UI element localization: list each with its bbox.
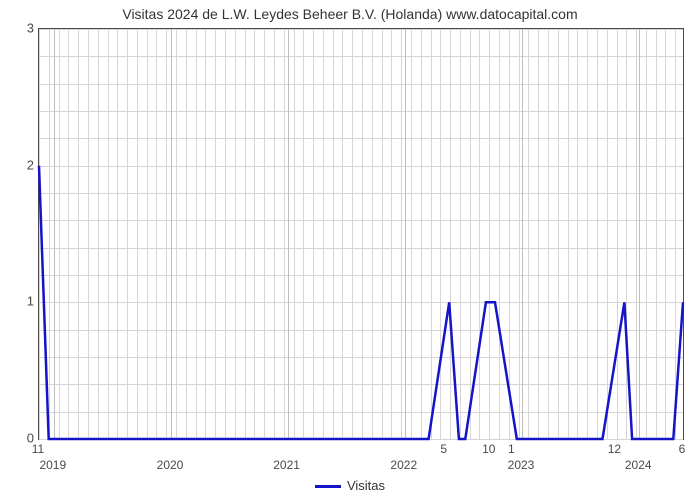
plot-area — [38, 28, 684, 440]
y-tick-label: 3 — [6, 21, 34, 36]
x-day-label: 1 — [508, 442, 515, 456]
x-year-label: 2019 — [39, 458, 66, 472]
x-day-label: 5 — [440, 442, 447, 456]
y-tick-label: 1 — [6, 294, 34, 309]
x-year-label: 2023 — [508, 458, 535, 472]
x-year-label: 2021 — [273, 458, 300, 472]
legend: Visitas — [0, 478, 700, 493]
x-day-label: 6 — [679, 442, 686, 456]
data-series — [39, 29, 683, 439]
legend-label: Visitas — [347, 478, 385, 493]
legend-swatch — [315, 485, 341, 488]
x-day-label: 11 — [32, 442, 44, 456]
x-year-label: 2020 — [157, 458, 184, 472]
x-year-label: 2022 — [390, 458, 417, 472]
x-year-label: 2024 — [625, 458, 652, 472]
visits-chart: Visitas 2024 de L.W. Leydes Beheer B.V. … — [0, 0, 700, 500]
y-tick-label: 0 — [6, 431, 34, 446]
x-day-label: 12 — [608, 442, 621, 456]
x-day-label: 10 — [482, 442, 495, 456]
y-tick-label: 2 — [6, 157, 34, 172]
chart-title: Visitas 2024 de L.W. Leydes Beheer B.V. … — [0, 6, 700, 22]
